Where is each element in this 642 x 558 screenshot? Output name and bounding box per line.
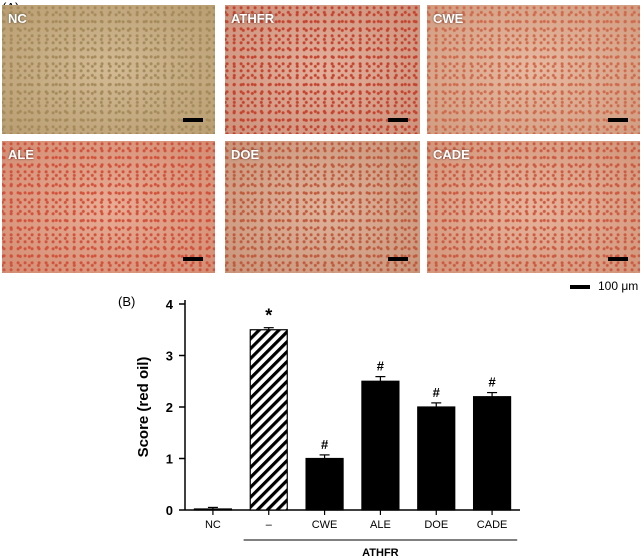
x-tick-label: DOE [424, 519, 448, 531]
micrograph-texture [427, 5, 640, 134]
micrograph-texture [2, 5, 215, 134]
micrograph-label: ATHFR [231, 11, 275, 26]
micrograph-label: ALE [8, 147, 34, 162]
y-axis-label: Score (red oil) [135, 357, 152, 458]
y-tick-label: 3 [166, 349, 173, 364]
micrograph-grid: NC ATHFR CWE ALE DOE CADE [2, 5, 640, 273]
scale-bar [183, 118, 203, 122]
scale-bar [608, 257, 628, 261]
bar-0 [193, 508, 233, 511]
x-tick-label: NC [205, 519, 221, 531]
micrograph-label: DOE [231, 147, 260, 162]
bar-2 [305, 457, 344, 511]
x-tick-label: – [266, 519, 273, 531]
scale-bar [183, 257, 203, 261]
scale-bar [608, 118, 628, 122]
micrograph-doe: DOE [225, 141, 420, 273]
micrograph-cade: CADE [427, 141, 640, 273]
x-tick-label: CADE [477, 519, 508, 531]
micrograph-label: NC [8, 11, 27, 26]
significance-mark: # [433, 385, 441, 400]
micrograph-texture [225, 141, 420, 273]
scale-legend-bar [570, 285, 590, 289]
y-tick-label: 0 [166, 503, 173, 518]
micrograph-texture [225, 5, 420, 134]
y-tick-label: 1 [166, 452, 173, 467]
scale-bar [388, 118, 408, 122]
panel-b-label: (B) [118, 294, 135, 309]
micrograph-cwe: CWE [427, 5, 640, 134]
bar-chart: (B) 0 1 2 3 4 Score (red oil) NC * – # CWE # ALE # DOE #… [118, 294, 520, 558]
group-label: ATHFR [362, 547, 399, 558]
y-tick-label: 4 [166, 297, 174, 312]
significance-mark: # [488, 375, 496, 390]
x-tick-label: ALE [370, 519, 391, 531]
micrograph-texture [427, 141, 640, 273]
micrograph-nc: NC [2, 5, 215, 134]
scale-bar [388, 257, 408, 261]
micrograph-label: CADE [433, 147, 470, 162]
significance-mark: * [265, 306, 272, 326]
significance-mark: # [321, 437, 329, 452]
x-tick-label: CWE [312, 519, 338, 531]
bar-5 [472, 396, 512, 511]
bar-3 [361, 380, 400, 511]
y-tick-label: 2 [166, 400, 173, 415]
micrograph-texture [2, 141, 215, 273]
bar-4 [417, 406, 456, 511]
micrograph-athfr: ATHFR [225, 5, 420, 134]
micrograph-label: CWE [433, 11, 464, 26]
micrograph-ale: ALE [2, 141, 215, 273]
bar-1 [249, 329, 288, 511]
scale-legend-text: 100 μm [598, 279, 639, 293]
significance-mark: # [377, 359, 385, 374]
